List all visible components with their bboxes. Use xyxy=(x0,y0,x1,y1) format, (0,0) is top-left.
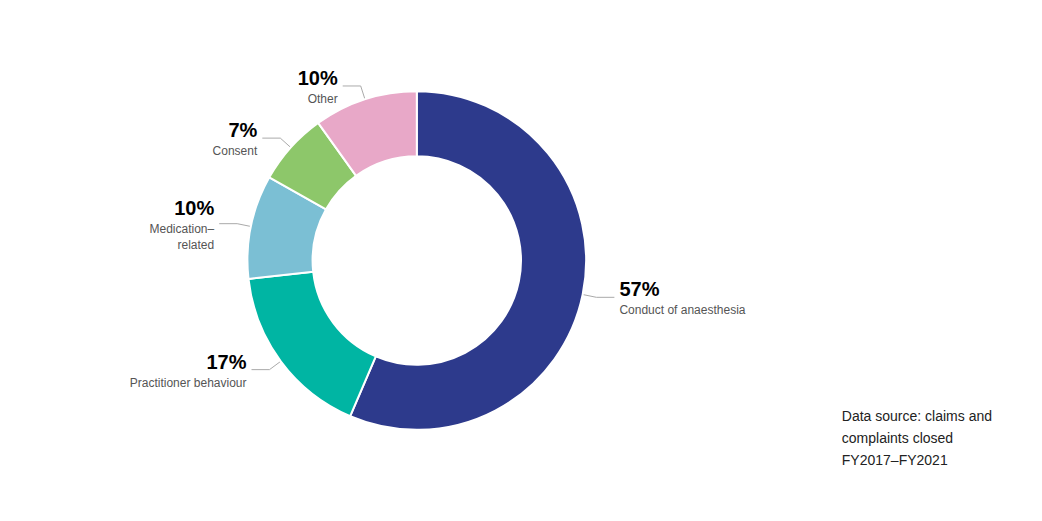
svg-text:Consent: Consent xyxy=(213,144,258,158)
svg-text:complaints closed: complaints closed xyxy=(842,430,953,446)
svg-text:related: related xyxy=(178,238,215,252)
svg-text:7%: 7% xyxy=(228,119,257,141)
svg-text:FY2017–FY2021: FY2017–FY2021 xyxy=(842,452,948,468)
svg-text:17%: 17% xyxy=(206,351,246,373)
svg-text:57%: 57% xyxy=(619,278,659,300)
svg-text:Data source: claims and: Data source: claims and xyxy=(842,408,992,424)
svg-text:Practitioner behaviour: Practitioner behaviour xyxy=(130,376,247,390)
svg-text:10%: 10% xyxy=(174,197,214,219)
svg-text:10%: 10% xyxy=(298,67,338,89)
svg-text:Conduct of anaesthesia: Conduct of anaesthesia xyxy=(619,303,745,317)
svg-text:Other: Other xyxy=(308,92,338,106)
svg-text:Medication–: Medication– xyxy=(149,222,214,236)
